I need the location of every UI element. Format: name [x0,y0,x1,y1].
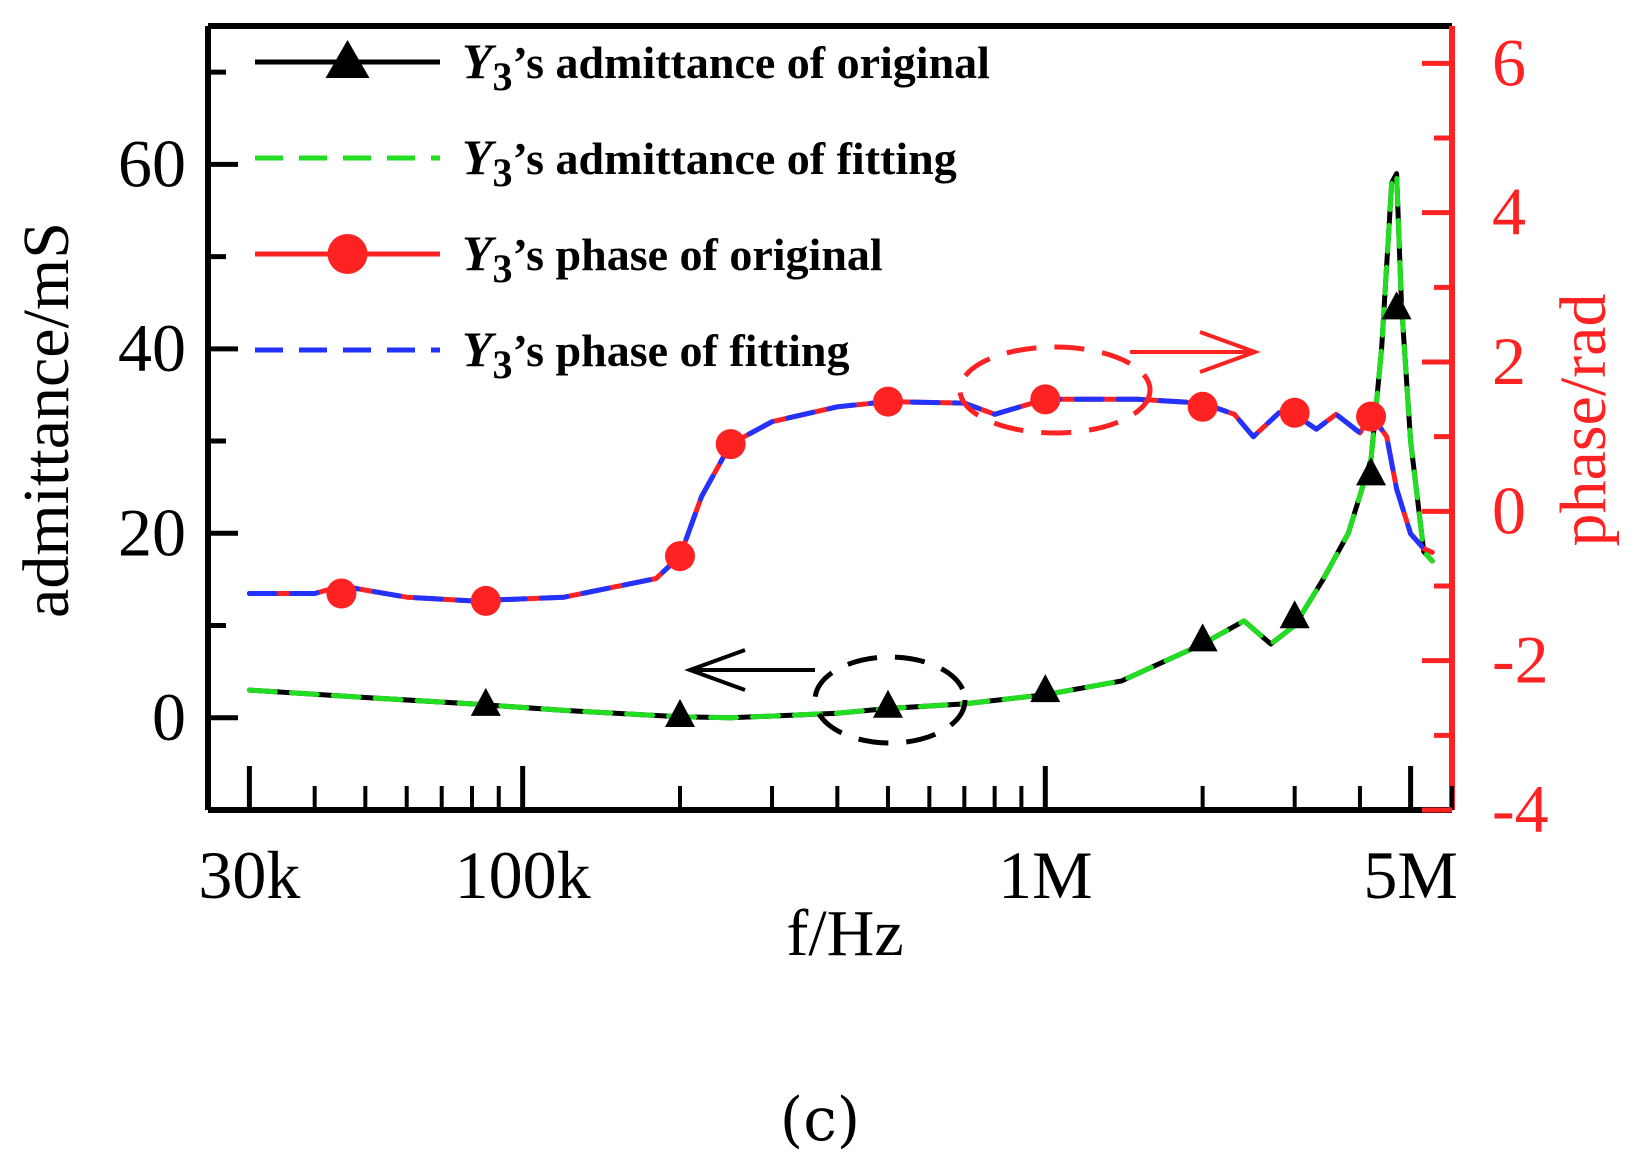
circle-marker-3 [715,429,746,460]
right-axis-title: phase/rad [1547,294,1620,547]
legend-label-sub: 3 [493,150,513,195]
series-line-2 [246,396,1435,604]
figure-caption: (c) [780,1085,860,1155]
y-right-tick-label-5: 6 [1492,24,1526,100]
y-left-tick-label-3: 60 [118,125,186,201]
legend-label-sub: 3 [493,246,513,291]
circle-marker-2 [664,541,695,572]
triangle-marker-6 [1356,457,1387,486]
x-tick-label-3: 5M [1363,837,1457,913]
y-left-tick-label-0: 0 [152,679,186,755]
circle-marker-0 [326,578,357,609]
y-left-tick-label-1: 20 [118,494,186,570]
legend-label-y: Y [462,129,497,185]
triangle-marker-0 [470,687,501,716]
series-line-3 [246,396,1435,604]
y-right-tick-label-0: -4 [1492,771,1549,847]
y-right-tick-label-4: 4 [1492,174,1526,250]
circle-marker-6 [1187,391,1218,422]
marker-layer [326,291,1412,727]
legend-circle-marker [327,234,368,274]
legend-label-1: Y3’s admittance of fitting [462,129,957,195]
circle-marker-4 [872,386,903,417]
triangle-marker-3 [1030,674,1061,703]
legend-triangle-marker [325,40,370,78]
circle-marker-5 [1030,384,1061,415]
triangle-marker-4 [1187,623,1218,652]
legend-label-2: Y3’s phase of original [462,225,883,291]
y-right-tick-label-2: 0 [1492,472,1526,548]
axes: 30k 100k 1M 5M 0 20 40 60 -4 -2 0 2 4 6 [118,23,1549,913]
right-arrow-head [1199,330,1261,374]
x-axis-title: f/Hz [786,897,903,970]
triangle-marker-7 [1381,291,1412,320]
legend-label-y: Y [462,321,497,377]
legend-label-0: Y3’s admittance of original [462,33,990,99]
left-axis-title: admittance/mS [10,222,83,618]
triangle-marker-5 [1279,600,1310,629]
phase-axis-ellipse [957,344,1153,436]
left-arrow-head [684,648,746,692]
triangle-marker-1 [664,698,695,727]
legend-label-sub: 3 [493,342,513,387]
legend-label-text: ’s phase of original [513,229,883,280]
legend-label-sub: 3 [493,54,513,99]
y-left-tick-label-2: 40 [118,310,186,386]
y-right-tick-label-1: -2 [1492,622,1549,698]
legend-label-3: Y3’s phase of fitting [462,321,849,387]
y-right-tick-label-3: 2 [1492,323,1526,399]
circle-marker-1 [470,585,501,616]
circle-marker-7 [1279,397,1310,428]
admittance-axis-ellipse [812,654,968,746]
annotation-layer [684,330,1261,746]
legend-label-y: Y [462,33,497,89]
legend-label-text: ’s admittance of fitting [513,133,957,184]
legend-label-y: Y [462,225,497,281]
x-tick-label-0: 30k [198,837,300,913]
circle-marker-8 [1356,401,1387,432]
legend-label-text: ’s phase of fitting [513,325,850,376]
x-tick-label-1: 100k [455,837,591,913]
triangle-marker-2 [872,689,903,718]
x-tick-label-2: 1M [998,837,1092,913]
legend-label-text: ’s admittance of original [513,37,990,88]
